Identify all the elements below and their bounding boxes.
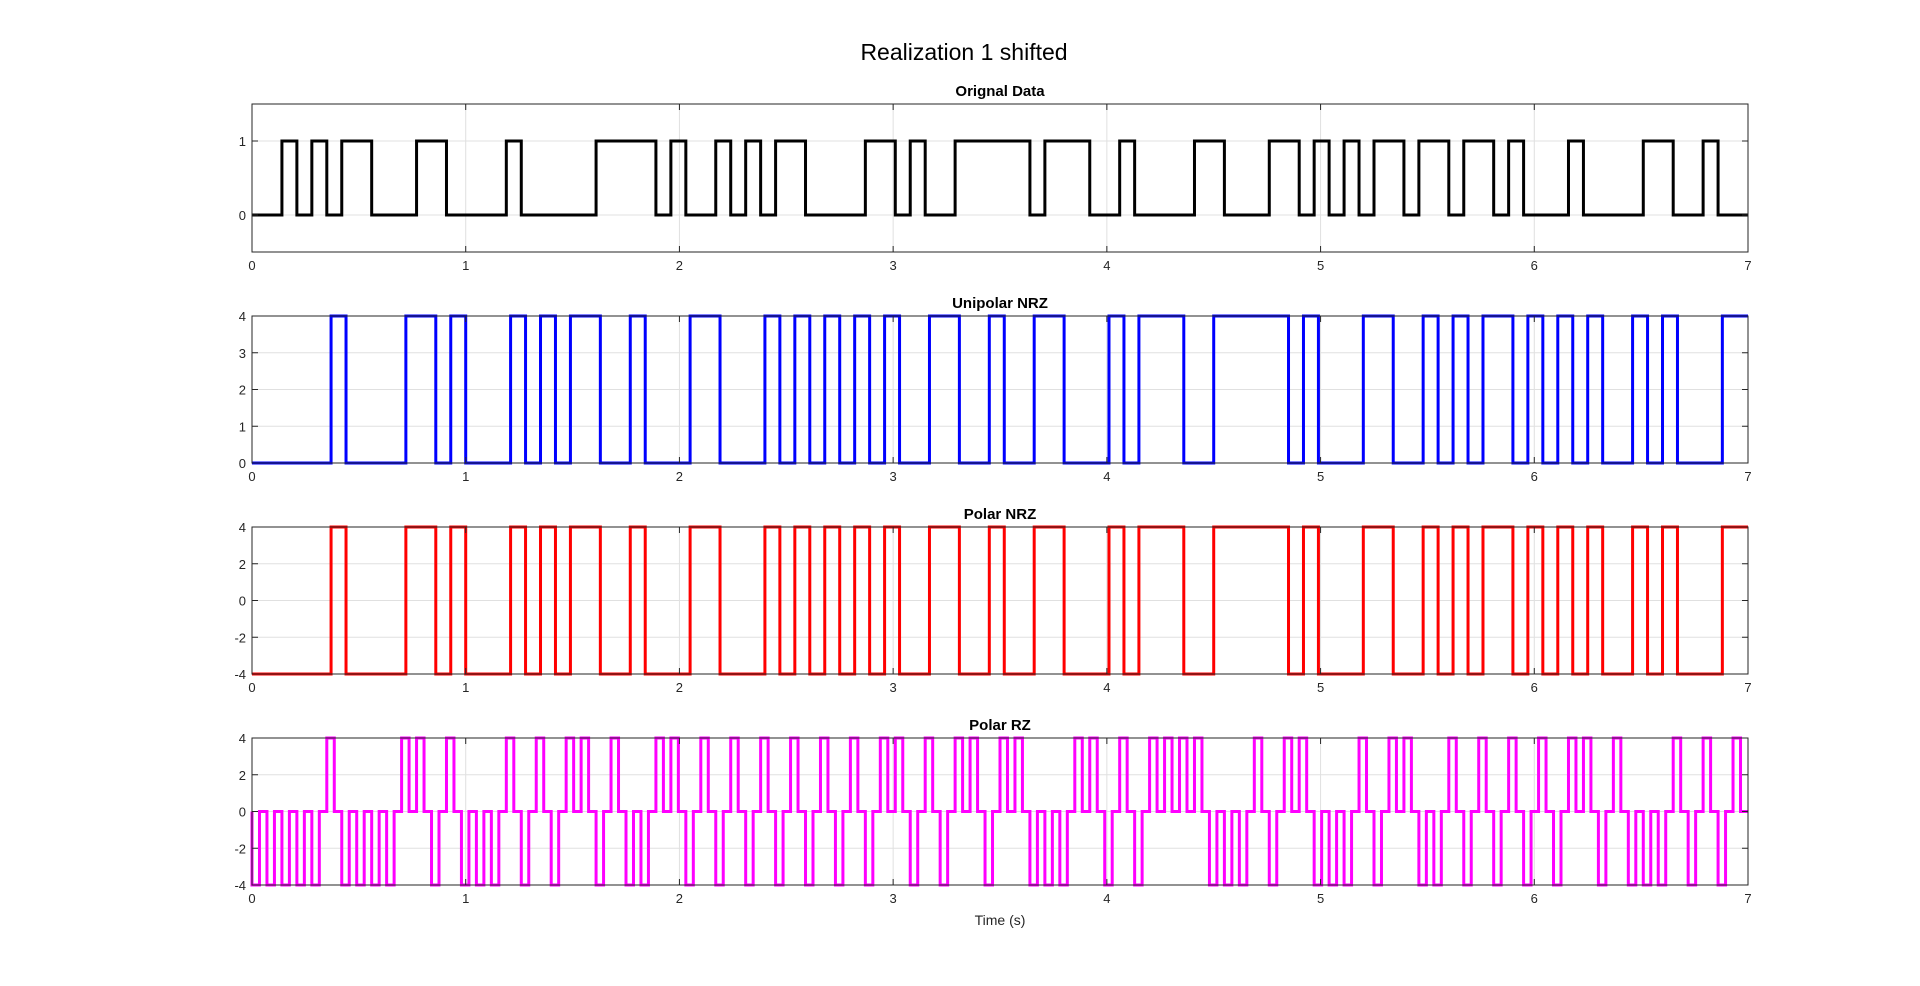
x-tick-label: 7 — [1744, 891, 1751, 906]
axes-container: 0 1 2 3 4 5 6 7 0 1 Orignal Data 0 1 2 3 4 5 6 7 0 1 2 3 4 Unipo… — [234, 83, 1751, 928]
x-tick-label: 3 — [890, 258, 897, 273]
y-tick-label: 4 — [239, 309, 246, 324]
x-tick-label: 2 — [676, 891, 683, 906]
axes-title: Unipolar NRZ — [952, 295, 1048, 312]
x-tick-label: 0 — [248, 258, 255, 273]
axes-title: Polar NRZ — [964, 506, 1037, 523]
x-tick-label: 1 — [462, 258, 469, 273]
axes-title: Polar RZ — [969, 717, 1031, 734]
y-tick-label: 0 — [239, 805, 246, 820]
x-tick-label: 2 — [676, 680, 683, 695]
y-tick-label: 2 — [239, 383, 246, 398]
y-tick-label: -4 — [234, 667, 246, 682]
x-tick-label: 2 — [676, 469, 683, 484]
x-tick-label: 7 — [1744, 469, 1751, 484]
y-tick-label: 2 — [239, 768, 246, 783]
x-tick-label: 7 — [1744, 258, 1751, 273]
x-tick-label: 3 — [890, 891, 897, 906]
x-axis-label: Time (s) — [975, 912, 1026, 928]
axes-4: 0 1 2 3 4 5 6 7 -4 -2 0 2 4 Polar RZ Time (s) — [234, 717, 1751, 928]
x-tick-label: 7 — [1744, 680, 1751, 695]
y-tick-label: 4 — [239, 520, 246, 535]
figure-title: Realization 1 shifted — [860, 39, 1067, 65]
y-tick-label: -2 — [234, 841, 246, 856]
x-tick-label: 1 — [462, 469, 469, 484]
x-tick-label: 3 — [890, 469, 897, 484]
x-tick-label: 6 — [1531, 258, 1538, 273]
y-tick-label: 4 — [239, 731, 246, 746]
y-tick-label: 0 — [239, 594, 246, 609]
y-tick-label: -4 — [234, 878, 246, 893]
y-tick-label: 1 — [239, 419, 246, 434]
x-tick-label: 5 — [1317, 891, 1324, 906]
x-tick-label: 5 — [1317, 680, 1324, 695]
y-tick-label: 0 — [239, 456, 246, 471]
x-tick-label: 0 — [248, 891, 255, 906]
axes-1: 0 1 2 3 4 5 6 7 0 1 Orignal Data — [239, 83, 1752, 273]
x-tick-label: 4 — [1103, 258, 1110, 273]
x-tick-label: 4 — [1103, 680, 1110, 695]
x-tick-label: 1 — [462, 891, 469, 906]
x-tick-label: 0 — [248, 680, 255, 695]
plot-area — [252, 104, 1748, 252]
x-tick-label: 1 — [462, 680, 469, 695]
x-tick-label: 5 — [1317, 258, 1324, 273]
y-tick-label: 1 — [239, 134, 246, 149]
y-tick-label: 3 — [239, 346, 246, 361]
x-tick-label: 6 — [1531, 469, 1538, 484]
x-tick-label: 6 — [1531, 891, 1538, 906]
axes-box — [251, 103, 1749, 253]
axes-title: Orignal Data — [955, 83, 1045, 100]
x-tick-label: 0 — [248, 469, 255, 484]
axes-3: 0 1 2 3 4 5 6 7 -4 -2 0 2 4 Polar NRZ — [234, 506, 1751, 695]
y-tick-label: 2 — [239, 557, 246, 572]
x-tick-label: 4 — [1103, 469, 1110, 484]
x-tick-label: 6 — [1531, 680, 1538, 695]
series-line — [252, 139, 1748, 217]
x-tick-label: 4 — [1103, 891, 1110, 906]
series-line — [252, 525, 1748, 676]
x-tick-label: 5 — [1317, 469, 1324, 484]
y-tick-label: -2 — [234, 630, 246, 645]
x-tick-label: 2 — [676, 258, 683, 273]
series-line — [252, 314, 1748, 465]
y-tick-label: 0 — [239, 208, 246, 223]
axes-2: 0 1 2 3 4 5 6 7 0 1 2 3 4 Unipolar NRZ — [239, 295, 1752, 484]
x-tick-label: 3 — [890, 680, 897, 695]
